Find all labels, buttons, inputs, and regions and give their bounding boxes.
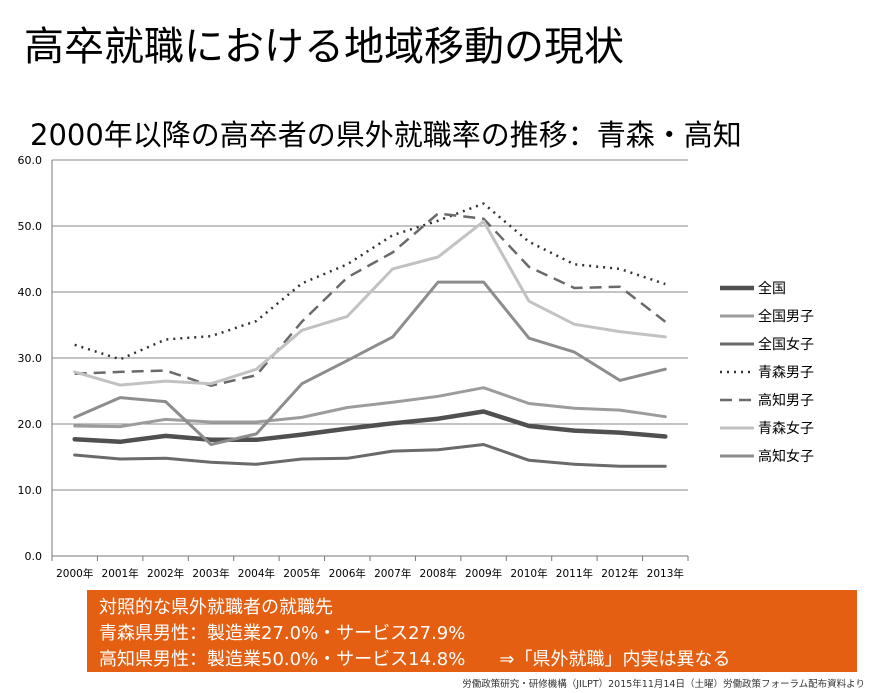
x-tick-label: 2013年 bbox=[647, 567, 684, 580]
legend-label: 全国 bbox=[758, 280, 786, 297]
x-tick-label: 2010年 bbox=[510, 567, 547, 580]
series-line-青森女子 bbox=[73, 219, 667, 387]
legend-label: 青森女子 bbox=[758, 420, 814, 437]
callout-heading: 対照的な県外就職者の就職先 bbox=[99, 597, 333, 618]
x-tick-label: 2012年 bbox=[601, 567, 638, 580]
x-tick-label: 2004年 bbox=[238, 567, 275, 580]
x-tick-label: 2005年 bbox=[283, 567, 320, 580]
y-tick-label: 40.0 bbox=[18, 286, 43, 299]
y-tick-label: 10.0 bbox=[18, 484, 43, 497]
x-tick-label: 2000年 bbox=[56, 567, 93, 580]
legend-label: 高知女子 bbox=[758, 448, 814, 465]
series-line-青森男子 bbox=[74, 202, 666, 361]
callout-line-kochi: 高知県男性：製造業50.0%・サービス14.8% bbox=[99, 649, 466, 670]
callout-box: 対照的な県外就職者の就職先 青森県男性：製造業27.0%・サービス27.9% 高… bbox=[87, 590, 857, 672]
x-tick-label: 2001年 bbox=[102, 567, 139, 580]
series-line-高知男子 bbox=[74, 212, 667, 387]
x-tick-label: 2009年 bbox=[465, 567, 502, 580]
legend-label: 全国女子 bbox=[758, 336, 814, 353]
slide-subtitle: 2000年以降の高卒者の県外就職率の推移：青森・高知 bbox=[30, 118, 742, 152]
x-tick-label: 2011年 bbox=[556, 567, 593, 580]
x-tick-label: 2002年 bbox=[147, 567, 184, 580]
y-tick-label: 30.0 bbox=[18, 352, 43, 365]
line-chart: 0.0 10.0 20.0 30.0 40.0 50.0 60.0 2000年 2001年 200… bbox=[18, 154, 815, 580]
y-tick-label: 0.0 bbox=[25, 550, 43, 563]
slide-title: 高卒就職における地域移動の現状 bbox=[24, 24, 624, 70]
legend-label: 青森男子 bbox=[758, 365, 814, 381]
series-line-全国女子 bbox=[73, 443, 667, 468]
legend-label: 全国男子 bbox=[758, 308, 814, 325]
x-tick-label: 2008年 bbox=[420, 567, 457, 580]
source-footer: 労働政策研究・研修機構（JILPT）2015年11月14日（土曜）労働政策フォー… bbox=[462, 679, 865, 690]
x-tick-label: 2006年 bbox=[329, 567, 366, 580]
series-line-全国男子 bbox=[73, 386, 667, 429]
callout-line-aomori: 青森県男性：製造業27.0%・サービス27.9% bbox=[99, 623, 466, 644]
x-tick-label: 2007年 bbox=[374, 567, 411, 580]
y-tick-label: 50.0 bbox=[18, 220, 43, 233]
y-tick-label: 60.0 bbox=[18, 154, 43, 167]
callout-note: ⇒「県外就職」内実は異なる bbox=[499, 649, 731, 670]
series-line-高知女子 bbox=[73, 280, 667, 446]
y-tick-label: 20.0 bbox=[18, 418, 43, 431]
x-tick-label: 2003年 bbox=[192, 567, 229, 580]
series-line-全国 bbox=[72, 409, 668, 445]
legend-label: 高知男子 bbox=[758, 392, 814, 409]
